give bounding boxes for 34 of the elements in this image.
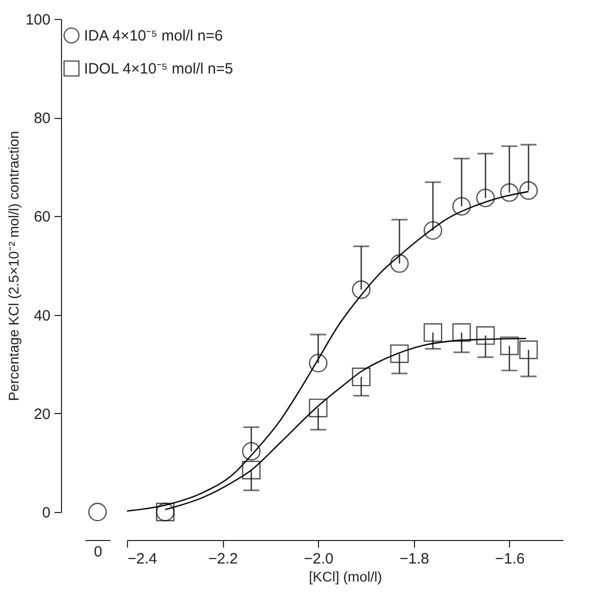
point <box>308 398 328 418</box>
point <box>352 368 370 386</box>
x-tick-label: −2.4 <box>128 550 158 568</box>
x-tick-label: −1.8 <box>399 550 430 568</box>
y-tick-label: 0 <box>42 504 50 522</box>
point <box>390 254 409 273</box>
point <box>452 323 471 342</box>
point <box>476 188 495 208</box>
point <box>452 197 471 216</box>
y-tick-label: 20 <box>34 406 50 423</box>
point <box>390 344 409 364</box>
y-axis-title: Percentage KCl (2.5×10⁻² mol/l) contraction <box>5 131 22 401</box>
x-tick-label: −2.2 <box>208 550 238 568</box>
legend-label: IDOL 4×10⁻⁵ mol/l n=5 <box>84 60 234 78</box>
x-tick-label: −1.6 <box>495 550 525 568</box>
point <box>424 323 442 342</box>
y-tick-label: 80 <box>34 110 50 128</box>
point <box>476 326 495 345</box>
point <box>242 460 261 480</box>
x-tick-label: 0 <box>94 544 102 560</box>
point <box>519 181 538 200</box>
x-tick-label: −2.0 <box>304 550 334 568</box>
point <box>500 336 519 356</box>
point <box>242 442 261 461</box>
legend-label: IDA 4×10⁻⁵ mol/l n=6 <box>84 28 223 44</box>
point <box>308 354 328 372</box>
point <box>352 280 370 299</box>
y-tick-label: 60 <box>34 208 50 226</box>
y-tick-label: 100 <box>25 12 50 28</box>
x-axis-title: [KCl] (mol/l) <box>308 568 382 584</box>
point <box>500 183 519 202</box>
point <box>424 221 442 240</box>
point <box>519 340 538 360</box>
y-tick-label: 40 <box>34 307 50 324</box>
